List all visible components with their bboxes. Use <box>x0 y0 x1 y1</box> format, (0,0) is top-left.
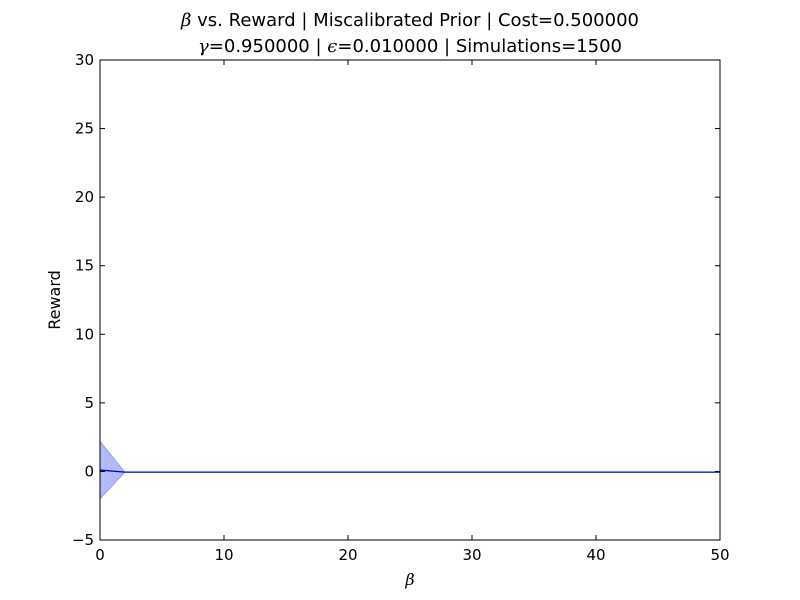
x-axis-label: β <box>404 570 414 589</box>
y-tick-label: 0 <box>84 462 94 480</box>
x-tick-label: 0 <box>95 546 105 564</box>
y-tick-label: 30 <box>75 51 94 69</box>
x-tick-label: 50 <box>710 546 729 564</box>
title-rest: =0.010000 | Simulations=1500 <box>337 36 622 57</box>
y-tick-label: 5 <box>84 394 94 412</box>
chart-title-line1: β vs. Reward | Miscalibrated Prior | Cos… <box>180 10 639 31</box>
plot-area <box>100 60 720 540</box>
x-tick-label: 10 <box>214 546 233 564</box>
x-tick-label: 30 <box>462 546 481 564</box>
series-line-0 <box>99 469 720 473</box>
title-gamma-value: =0.950000 | <box>209 36 327 57</box>
title-gamma-symbol: γ <box>198 36 209 57</box>
title-beta-symbol: β <box>180 10 191 31</box>
y-axis-label: Reward <box>45 270 64 330</box>
plot-frame <box>99 59 721 541</box>
y-tick-label: 10 <box>75 325 94 343</box>
x-tick-label: 20 <box>338 546 357 564</box>
y-tick-label: 15 <box>75 257 94 275</box>
y-tick-label: 25 <box>75 120 94 138</box>
x-tick-label: 40 <box>586 546 605 564</box>
chart-title-line2: γ=0.950000 | ϵ=0.010000 | Simulations=15… <box>198 36 622 57</box>
title-line1-text: vs. Reward | Miscalibrated Prior | Cost=… <box>191 10 639 31</box>
title-epsilon-symbol: ϵ <box>327 36 337 57</box>
y-tick-label: 20 <box>75 188 94 206</box>
y-tick-label: −5 <box>72 531 94 549</box>
